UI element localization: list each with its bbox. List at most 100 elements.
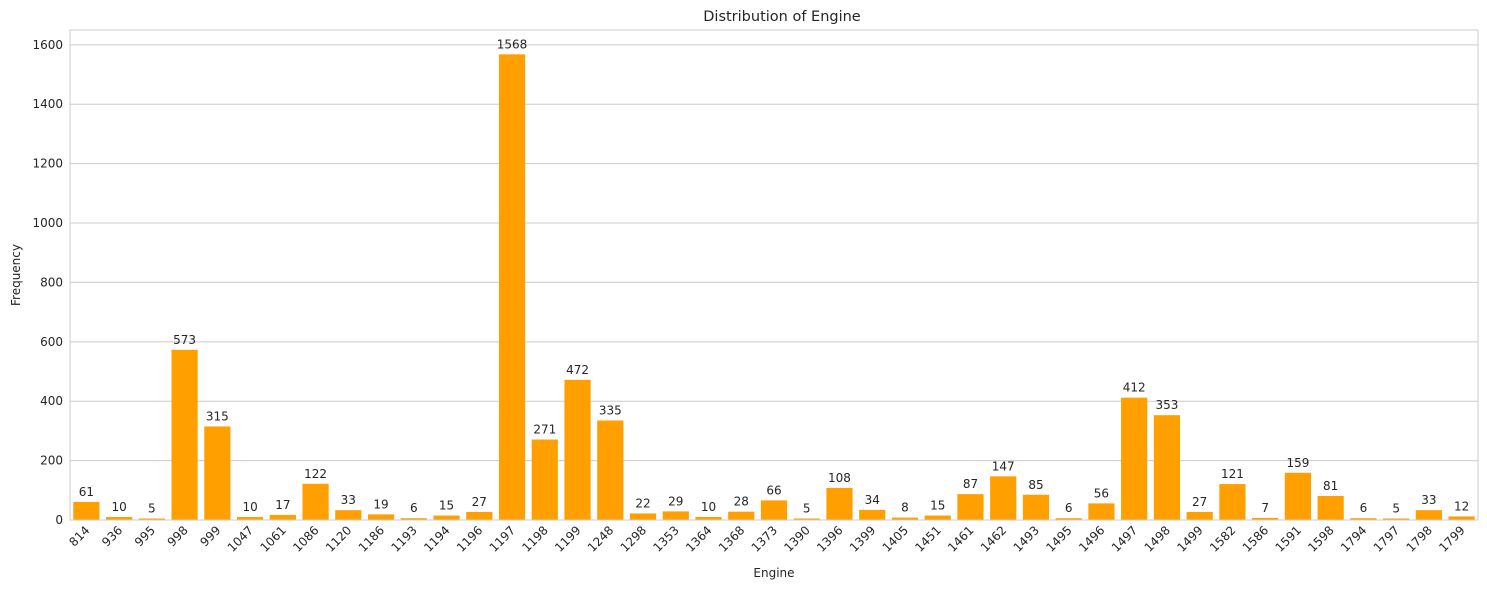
y-tick-label: 800 xyxy=(40,275,63,289)
x-tick-label: 1794 xyxy=(1338,523,1369,554)
bar xyxy=(826,487,853,520)
bar xyxy=(957,494,984,520)
bar xyxy=(1317,495,1344,520)
bar xyxy=(629,513,657,520)
x-axis-ticks: 814 936 995 998 999 1047 1061 1086 1120 1186 1193 1… xyxy=(66,523,1467,554)
data-label: 15 xyxy=(439,499,454,513)
data-label: 271 xyxy=(533,423,556,437)
data-label: 28 xyxy=(734,495,749,509)
gridlines xyxy=(70,44,1478,521)
bar xyxy=(695,517,722,520)
x-tick-label: 814 xyxy=(66,523,92,549)
data-label: 10 xyxy=(111,500,126,514)
bar xyxy=(1186,511,1213,520)
x-tick-label: 1193 xyxy=(388,523,419,554)
data-label: 8 xyxy=(901,501,909,515)
x-tick-label: 1364 xyxy=(683,523,714,554)
x-tick-label: 1194 xyxy=(421,523,452,554)
bar xyxy=(302,483,329,520)
data-label: 412 xyxy=(1123,381,1146,395)
plot-frame xyxy=(69,29,1479,521)
bar xyxy=(859,509,886,520)
bar xyxy=(1088,503,1115,520)
y-tick-label: 1000 xyxy=(32,216,63,230)
data-label: 108 xyxy=(828,471,851,485)
y-tick-label: 1400 xyxy=(32,97,63,111)
data-label: 159 xyxy=(1286,456,1309,470)
data-label: 10 xyxy=(701,500,716,514)
data-label: 19 xyxy=(373,497,388,511)
data-label: 147 xyxy=(992,459,1015,473)
x-tick-label: 1390 xyxy=(781,523,812,554)
x-tick-label: 1799 xyxy=(1436,523,1467,554)
data-label: 12 xyxy=(1454,499,1469,513)
x-tick-label: 1582 xyxy=(1207,523,1238,554)
bar xyxy=(171,349,198,520)
bar xyxy=(236,517,264,520)
bar xyxy=(924,515,951,520)
y-tick-label: 1200 xyxy=(32,157,63,171)
bar xyxy=(793,518,820,520)
x-tick-label: 1061 xyxy=(257,523,288,554)
data-label: 121 xyxy=(1221,467,1244,481)
y-axis-label: Frequency xyxy=(9,244,23,306)
data-label: 6 xyxy=(1360,501,1368,515)
bar xyxy=(1252,517,1279,520)
bar xyxy=(1415,510,1442,520)
x-tick-label: 1405 xyxy=(880,523,911,554)
data-label: 33 xyxy=(341,493,356,507)
y-tick-label: 600 xyxy=(40,335,63,349)
x-tick-label: 1591 xyxy=(1273,523,1304,554)
x-tick-label: 1368 xyxy=(716,523,747,554)
x-tick-label: 1120 xyxy=(323,523,354,554)
x-tick-label: 1197 xyxy=(487,523,518,554)
data-label: 122 xyxy=(304,467,327,481)
y-tick-label: 200 xyxy=(40,454,63,468)
data-label: 33 xyxy=(1421,493,1436,507)
x-tick-label: 1499 xyxy=(1174,523,1205,554)
bar xyxy=(335,510,362,520)
data-label: 22 xyxy=(635,496,650,510)
x-tick-label: 1399 xyxy=(847,523,878,554)
y-tick-label: 400 xyxy=(40,394,63,408)
bar xyxy=(466,511,493,520)
x-tick-label: 1396 xyxy=(814,523,845,554)
data-label: 573 xyxy=(173,333,196,347)
data-label: 56 xyxy=(1094,486,1109,500)
bar xyxy=(531,439,558,520)
bar xyxy=(728,511,755,520)
data-label: 66 xyxy=(766,483,781,497)
x-tick-label: 1298 xyxy=(618,523,649,554)
bar xyxy=(498,54,526,521)
x-tick-label: 1586 xyxy=(1240,523,1271,554)
x-tick-label: 1493 xyxy=(1011,523,1042,554)
bar xyxy=(1284,472,1312,520)
x-tick-label: 1199 xyxy=(552,523,583,554)
x-tick-label: 1496 xyxy=(1076,523,1107,554)
bar xyxy=(1383,518,1410,520)
data-label: 61 xyxy=(79,485,94,499)
x-tick-label: 1461 xyxy=(945,523,976,554)
data-label: 353 xyxy=(1155,398,1178,412)
y-axis-ticks: 0 200 400 600 800 1000 1200 1400 1600 xyxy=(32,38,63,527)
data-label: 10 xyxy=(242,500,257,514)
x-tick-label: 1248 xyxy=(585,523,616,554)
x-tick-label: 1497 xyxy=(1109,523,1140,554)
bar xyxy=(204,426,231,520)
bar xyxy=(891,517,919,520)
bar xyxy=(1448,516,1475,520)
data-label: 27 xyxy=(472,495,487,509)
data-label: 17 xyxy=(275,498,290,512)
bar xyxy=(1121,397,1148,520)
bar xyxy=(990,476,1017,520)
x-tick-label: 1495 xyxy=(1043,523,1074,554)
bar xyxy=(106,517,133,520)
x-axis-label: Engine xyxy=(753,566,794,580)
data-label: 335 xyxy=(599,404,622,418)
x-tick-label: 998 xyxy=(165,523,191,549)
data-label: 87 xyxy=(963,477,978,491)
data-label: 27 xyxy=(1192,495,1207,509)
x-tick-label: 936 xyxy=(99,523,125,549)
